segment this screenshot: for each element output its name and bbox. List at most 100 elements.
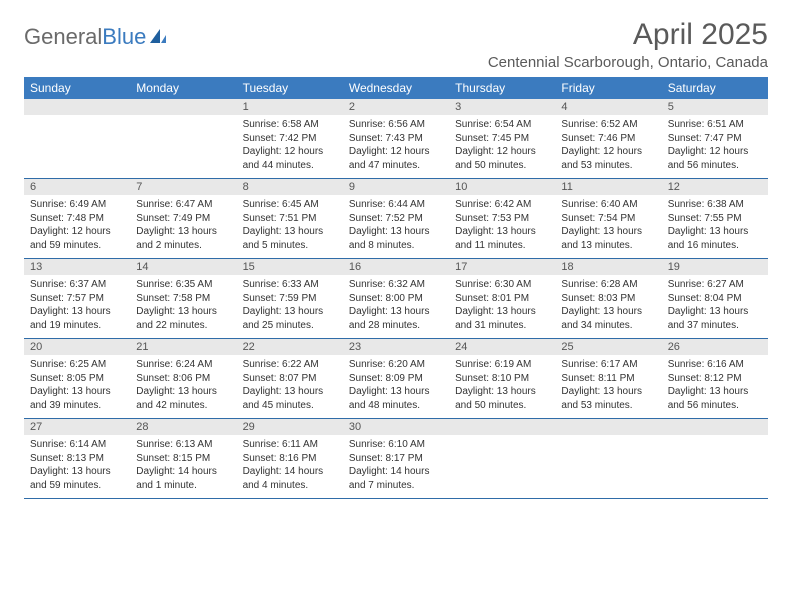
sunrise-text: Sunrise: 6:20 AM [349,358,443,372]
daylight-text: Daylight: 13 hours and 48 minutes. [349,385,443,412]
calendar-day-cell: 13Sunrise: 6:37 AMSunset: 7:57 PMDayligh… [24,259,130,339]
day-details: Sunrise: 6:10 AMSunset: 8:17 PMDaylight:… [343,435,449,498]
logo-sail-icon [148,25,168,51]
day-number: 1 [237,99,343,115]
sunset-text: Sunset: 7:52 PM [349,212,443,226]
sunset-text: Sunset: 8:04 PM [668,292,762,306]
day-number: 11 [555,179,661,195]
calendar-day-cell: 28Sunrise: 6:13 AMSunset: 8:15 PMDayligh… [130,419,236,499]
day-details: Sunrise: 6:35 AMSunset: 7:58 PMDaylight:… [130,275,236,338]
day-number: 15 [237,259,343,275]
day-details: Sunrise: 6:11 AMSunset: 8:16 PMDaylight:… [237,435,343,498]
sunrise-text: Sunrise: 6:13 AM [136,438,230,452]
sunrise-text: Sunrise: 6:19 AM [455,358,549,372]
calendar-week-row: 13 Sunrise: 6:37 AMSunset: 7:57 PM Dayligh… [24,259,768,339]
daylight-text: Daylight: 13 hours and 56 minutes. [668,385,762,412]
day-details: Sunrise: 6:33 AMSunset: 7:59 PMDaylight:… [237,275,343,338]
sunset-text: Sunset: 8:12 PM [668,372,762,386]
day-details: Sunrise: 6:38 AMSunset: 7:55 PMDaylight:… [662,195,768,258]
sunrise-text: Sunrise: 6:58 AM [243,118,337,132]
brand-part2: Blue [102,24,146,50]
day-number: 23 [343,339,449,355]
day-number: 14 [130,259,236,275]
sunrise-text: Sunrise: 6:42 AM [455,198,549,212]
header: GeneralBlue April 2025 Centennial Scarbo… [24,18,768,71]
calendar-day-cell: 10Sunrise: 6:42 AMSunset: 7:53 PMDayligh… [449,179,555,259]
daylight-text: Daylight: 13 hours and 13 minutes. [561,225,655,252]
calendar-day-cell: 20Sunrise: 6:25 AMSunset: 8:05 PMDayligh… [24,339,130,419]
calendar-day-cell [662,419,768,499]
sunset-text: Sunset: 8:10 PM [455,372,549,386]
sunset-text: Sunset: 7:42 PM [243,132,337,146]
daylight-text: Daylight: 13 hours and 22 minutes. [136,305,230,332]
day-details [449,435,555,493]
sunset-text: Sunset: 7:47 PM [668,132,762,146]
calendar-day-cell: 15Sunrise: 6:33 AMSunset: 7:59 PMDayligh… [237,259,343,339]
weekday-header: Monday [130,77,236,99]
daylight-text: Daylight: 12 hours and 53 minutes. [561,145,655,172]
calendar-day-cell: 26Sunrise: 6:16 AMSunset: 8:12 PMDayligh… [662,339,768,419]
location: Centennial Scarborough, Ontario, Canada [488,54,768,71]
calendar-day-cell [24,99,130,179]
day-details: Sunrise: 6:22 AMSunset: 8:07 PMDaylight:… [237,355,343,418]
sunset-text: Sunset: 7:58 PM [136,292,230,306]
calendar-day-cell: 8Sunrise: 6:45 AMSunset: 7:51 PMDaylight… [237,179,343,259]
daylight-text: Daylight: 13 hours and 8 minutes. [349,225,443,252]
day-number [662,419,768,435]
sunrise-text: Sunrise: 6:51 AM [668,118,762,132]
daylight-text: Daylight: 13 hours and 34 minutes. [561,305,655,332]
calendar-week-row: 20Sunrise: 6:25 AMSunset: 8:05 PMDayligh… [24,339,768,419]
day-details: Sunrise: 6:20 AMSunset: 8:09 PMDaylight:… [343,355,449,418]
calendar-day-cell: 21Sunrise: 6:24 AMSunset: 8:06 PMDayligh… [130,339,236,419]
day-details: Sunrise: 6:45 AMSunset: 7:51 PMDaylight:… [237,195,343,258]
sunset-text: Sunset: 8:13 PM [30,452,124,466]
calendar-day-cell: 5Sunrise: 6:51 AMSunset: 7:47 PMDaylight… [662,99,768,179]
day-number: 2 [343,99,449,115]
day-number: 13 [24,259,130,275]
daylight-text: Daylight: 13 hours and 45 minutes. [243,385,337,412]
sunrise-text: Sunrise: 6:14 AM [30,438,124,452]
sunset-text: Sunset: 8:05 PM [30,372,124,386]
calendar-day-cell: 29Sunrise: 6:11 AMSunset: 8:16 PMDayligh… [237,419,343,499]
day-details: Sunrise: 6:51 AMSunset: 7:47 PMDaylight:… [662,115,768,178]
calendar-day-cell [130,99,236,179]
sunrise-text: Sunrise: 6:37 AM [30,278,124,292]
day-number: 24 [449,339,555,355]
calendar-day-cell: 3Sunrise: 6:54 AMSunset: 7:45 PMDaylight… [449,99,555,179]
sunset-text: Sunset: 7:48 PM [30,212,124,226]
sunrise-text: Sunrise: 6:49 AM [30,198,124,212]
calendar-day-cell: 27Sunrise: 6:14 AMSunset: 8:13 PMDayligh… [24,419,130,499]
day-number: 7 [130,179,236,195]
calendar-day-cell: 18Sunrise: 6:28 AMSunset: 8:03 PMDayligh… [555,259,661,339]
sunrise-text: Sunrise: 6:47 AM [136,198,230,212]
sunset-text: Sunset: 7:54 PM [561,212,655,226]
sunrise-text: Sunrise: 6:16 AM [668,358,762,372]
day-details: Sunrise: 6:44 AMSunset: 7:52 PMDaylight:… [343,195,449,258]
sunset-text: Sunset: 7:57 PM [30,292,124,306]
daylight-text: Daylight: 13 hours and 37 minutes. [668,305,762,332]
daylight-text: Daylight: 13 hours and 53 minutes. [561,385,655,412]
sunset-text: Sunset: 8:11 PM [561,372,655,386]
day-details: Sunrise: 6:56 AMSunset: 7:43 PMDaylight:… [343,115,449,178]
day-details: Sunrise: 6:42 AMSunset: 7:53 PMDaylight:… [449,195,555,258]
calendar-day-cell: 1Sunrise: 6:58 AMSunset: 7:42 PMDaylight… [237,99,343,179]
day-details: Sunrise: 6:54 AMSunset: 7:45 PMDaylight:… [449,115,555,178]
sunrise-text: Sunrise: 6:10 AM [349,438,443,452]
calendar-day-cell: 19Sunrise: 6:27 AMSunset: 8:04 PMDayligh… [662,259,768,339]
daylight-text: Daylight: 12 hours and 47 minutes. [349,145,443,172]
day-number: 25 [555,339,661,355]
day-number: 6 [24,179,130,195]
daylight-text: Daylight: 13 hours and 50 minutes. [455,385,549,412]
calendar-day-cell: 22Sunrise: 6:22 AMSunset: 8:07 PMDayligh… [237,339,343,419]
day-number: 9 [343,179,449,195]
daylight-text: Daylight: 14 hours and 1 minute. [136,465,230,492]
day-details: Sunrise: 6:58 AMSunset: 7:42 PMDaylight:… [237,115,343,178]
day-number: 28 [130,419,236,435]
day-details [130,115,236,173]
daylight-text: Daylight: 13 hours and 2 minutes. [136,225,230,252]
calendar-day-cell: 11Sunrise: 6:40 AMSunset: 7:54 PMDayligh… [555,179,661,259]
day-number: 5 [662,99,768,115]
day-number [449,419,555,435]
daylight-text: Daylight: 14 hours and 7 minutes. [349,465,443,492]
day-number: 22 [237,339,343,355]
